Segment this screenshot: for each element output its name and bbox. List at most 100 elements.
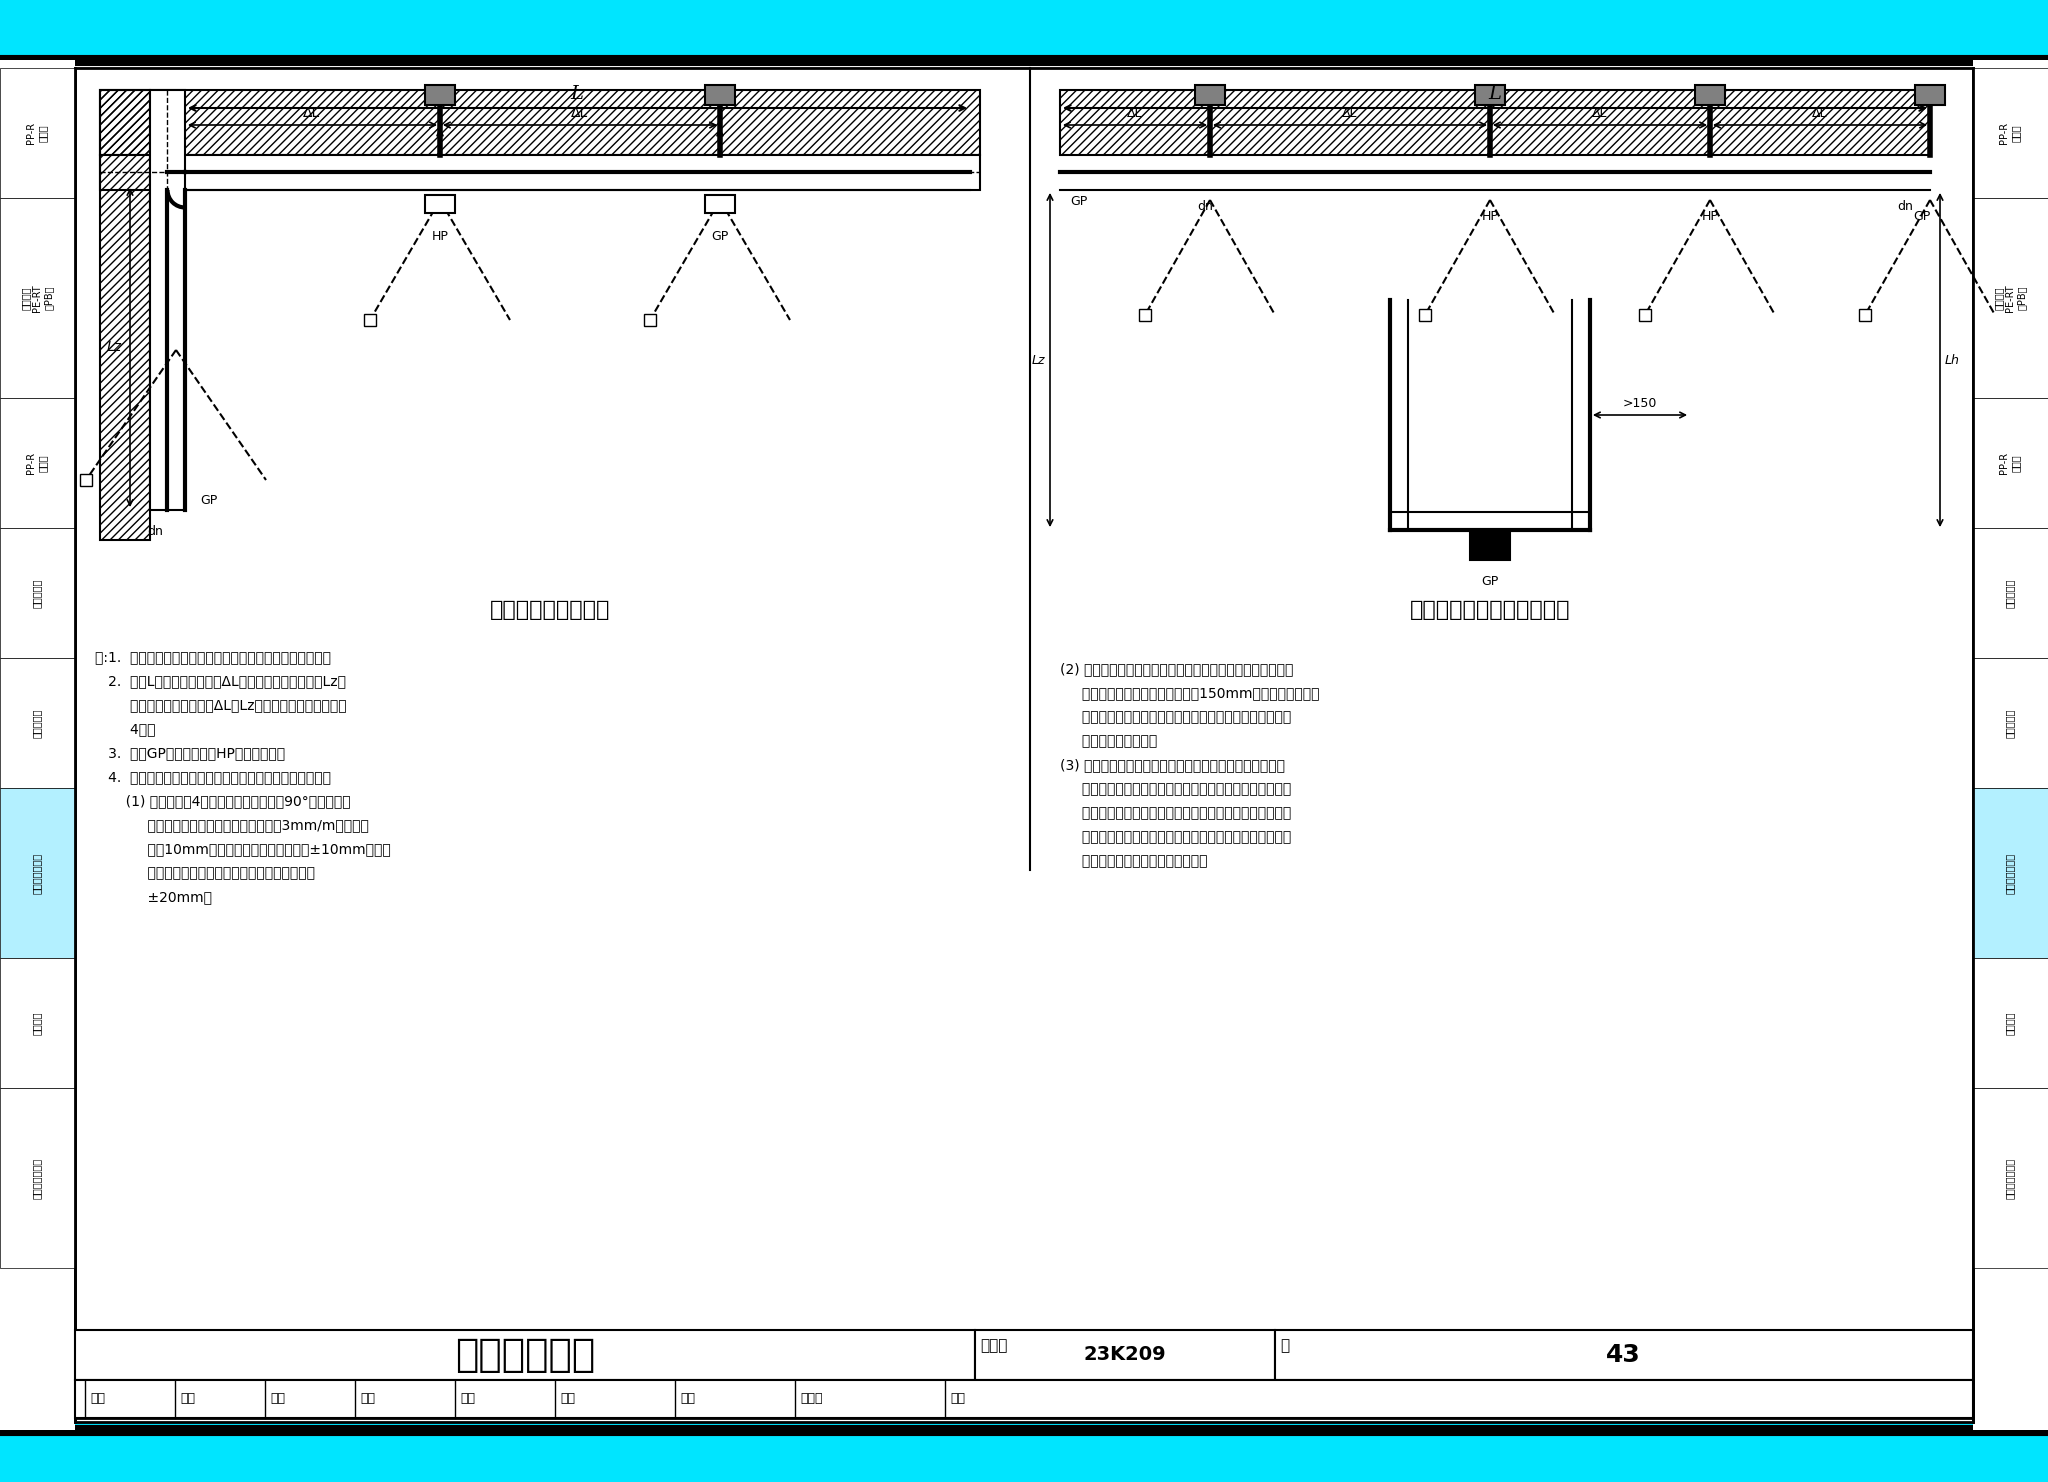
Text: 订审: 订审 — [270, 1393, 285, 1405]
Text: 配置时应在最低点安装泄水装置。: 配置时应在最低点安装泄水装置。 — [1061, 854, 1208, 868]
Bar — [1972, 199, 2048, 399]
Text: 注:1.  自然补偿方式优先适用于本图集所列各种复合塑料管。: 注:1. 自然补偿方式优先适用于本图集所列各种复合塑料管。 — [94, 651, 332, 664]
Text: 自由臂自然补偿方式: 自由臂自然补偿方式 — [489, 600, 610, 619]
Bar — [100, 90, 150, 539]
Bar — [0, 1088, 76, 1269]
Bar — [705, 196, 735, 213]
Bar — [76, 1329, 1972, 1418]
Text: PP-R
稳态管: PP-R 稳态管 — [1999, 452, 2021, 474]
Bar — [1972, 1088, 2048, 1269]
Bar — [1860, 310, 1872, 322]
Bar — [1915, 84, 1946, 105]
Bar — [1139, 310, 1151, 322]
Text: 坡度及坡向相同，垂直臂应呈水平。方型补偿器弯管部分: 坡度及坡向相同，垂直臂应呈水平。方型补偿器弯管部分 — [1061, 806, 1290, 820]
Text: GP: GP — [1481, 575, 1499, 588]
Text: >150: >150 — [1622, 397, 1657, 411]
Text: 铝合金衬
PE-RT
、PB管: 铝合金衬 PE-RT 、PB管 — [1993, 285, 2028, 311]
Bar — [426, 196, 455, 213]
Text: 设计: 设计 — [680, 1393, 694, 1405]
Text: 管道布置与敷设: 管道布置与敷设 — [33, 1157, 43, 1199]
Text: ΔL: ΔL — [1341, 107, 1358, 120]
Text: 4页。: 4页。 — [94, 722, 156, 737]
Text: L: L — [1489, 84, 1501, 104]
Bar — [426, 84, 455, 105]
Text: 签名: 签名 — [950, 1393, 965, 1405]
Text: GP: GP — [1913, 210, 1929, 222]
Bar — [100, 90, 981, 156]
Text: 条臂的长度必须一致，水平臂长度偏差应小于: 条臂的长度必须一致，水平臂长度偏差应小于 — [94, 865, 315, 880]
Text: 2.  图中L为计算管段长度，ΔL为计算管段的伸缩量，Lz为: 2. 图中L为计算管段长度，ΔL为计算管段的伸缩量，Lz为 — [94, 674, 346, 688]
Bar — [1972, 528, 2048, 658]
Bar — [1194, 84, 1225, 105]
Text: 管道支架: 管道支架 — [2005, 1011, 2015, 1034]
Text: ΔL: ΔL — [1591, 107, 1608, 120]
Bar — [0, 1423, 2048, 1482]
Text: GP: GP — [1069, 196, 1087, 207]
Bar — [0, 957, 76, 1088]
Bar — [0, 0, 2048, 59]
Text: 钢塑复合管: 钢塑复合管 — [33, 708, 43, 738]
Text: 钢塑复合管: 钢塑复合管 — [2005, 708, 2015, 738]
Text: 43: 43 — [1606, 1343, 1640, 1366]
Bar — [0, 199, 76, 399]
Text: 可朝上也可朝下，朝上时应在最高点安装排气装置；朝下: 可朝上也可朝下，朝上时应在最高点安装排气装置；朝下 — [1061, 830, 1290, 845]
Text: PP-R
稳态管: PP-R 稳态管 — [27, 452, 47, 474]
Text: dn: dn — [147, 525, 164, 538]
Text: 李鸿斌: 李鸿斌 — [801, 1393, 823, 1405]
Bar — [1475, 84, 1505, 105]
Text: ΔL: ΔL — [1126, 107, 1143, 120]
Text: L: L — [571, 84, 584, 104]
Text: HP: HP — [1702, 210, 1718, 222]
Text: GP: GP — [711, 230, 729, 243]
Text: 审核: 审核 — [90, 1393, 104, 1405]
Bar — [1972, 399, 2048, 528]
Text: 刘波: 刘波 — [461, 1393, 475, 1405]
Text: 铝合金衬
PE-RT
、PB管: 铝合金衬 PE-RT 、PB管 — [20, 285, 53, 311]
Text: dn: dn — [1198, 200, 1212, 213]
Text: HP: HP — [432, 230, 449, 243]
Text: GP: GP — [201, 494, 217, 507]
Bar — [1061, 90, 1929, 156]
Text: ΔL: ΔL — [571, 107, 588, 120]
Text: 由臂伸长后的最小净距不应小于150mm。当方型补偿器安: 由臂伸长后的最小净距不应小于150mm。当方型补偿器安 — [1061, 686, 1319, 700]
Bar — [150, 90, 184, 510]
Text: 安装时，才允许垂直安装。水平安装时，平行臂应与管线: 安装时，才允许垂直安装。水平安装时，平行臂应与管线 — [1061, 782, 1290, 796]
Text: 装空间受限无法满足时，可采用预拉伸的方式适当加大两: 装空间受限无法满足时，可采用预拉伸的方式适当加大两 — [1061, 710, 1290, 725]
Text: 管道热补偿方式: 管道热补偿方式 — [33, 852, 43, 894]
Text: ΔL: ΔL — [303, 107, 322, 120]
Text: 刘宇: 刘宇 — [180, 1393, 195, 1405]
Text: Lz: Lz — [106, 339, 123, 354]
Bar — [1972, 658, 2048, 788]
Bar — [0, 59, 76, 1430]
Bar — [1419, 310, 1432, 322]
Bar — [1276, 1329, 1972, 1380]
Text: 管道布置与敷设: 管道布置与敷设 — [2005, 1157, 2015, 1199]
Text: 同一平面内，平面歪扭偏差不应大于3mm/m，且不得: 同一平面内，平面歪扭偏差不应大于3mm/m，且不得 — [94, 818, 369, 831]
Bar — [1470, 531, 1509, 560]
Text: 自然补偿方式: 自然补偿方式 — [455, 1335, 596, 1374]
Text: 子欣: 子欣 — [559, 1393, 575, 1405]
Bar — [76, 1329, 975, 1380]
Bar — [975, 1329, 1276, 1380]
Text: 4.  当采用方型补偿器自然补偿方式时，应满足以下要求：: 4. 当采用方型补偿器自然补偿方式时，应满足以下要求： — [94, 771, 332, 784]
Text: 铝塑复合管: 铝塑复合管 — [2005, 578, 2015, 608]
Text: (2) 方型补偿器应设置在计算管段的中间部位，且相邻两个自: (2) 方型补偿器应设置在计算管段的中间部位，且相邻两个自 — [1061, 662, 1294, 676]
Bar — [1972, 59, 2048, 1430]
Bar — [0, 528, 76, 658]
Text: 页: 页 — [1280, 1338, 1288, 1353]
Bar — [1696, 84, 1724, 105]
Bar — [643, 314, 655, 326]
Text: PP-R
复合管: PP-R 复合管 — [27, 122, 47, 144]
Bar — [0, 68, 76, 199]
Bar — [1972, 788, 2048, 957]
Text: HP: HP — [1481, 210, 1499, 222]
Text: ΔL: ΔL — [1812, 107, 1827, 120]
Text: 校对: 校对 — [360, 1393, 375, 1405]
Text: Lz: Lz — [1032, 354, 1044, 366]
Bar — [0, 788, 76, 957]
Text: 管道热补偿方式: 管道热补偿方式 — [2005, 852, 2015, 894]
Text: 大于10mm。垂直长臂长度偏差应小于±10mm，但两: 大于10mm。垂直长臂长度偏差应小于±10mm，但两 — [94, 842, 391, 857]
Bar — [100, 156, 981, 190]
Bar — [1972, 957, 2048, 1088]
Text: 管道最小自由臂长度。ΔL和Lz的计算方法详见本图集第: 管道最小自由臂长度。ΔL和Lz的计算方法详见本图集第 — [94, 698, 346, 711]
